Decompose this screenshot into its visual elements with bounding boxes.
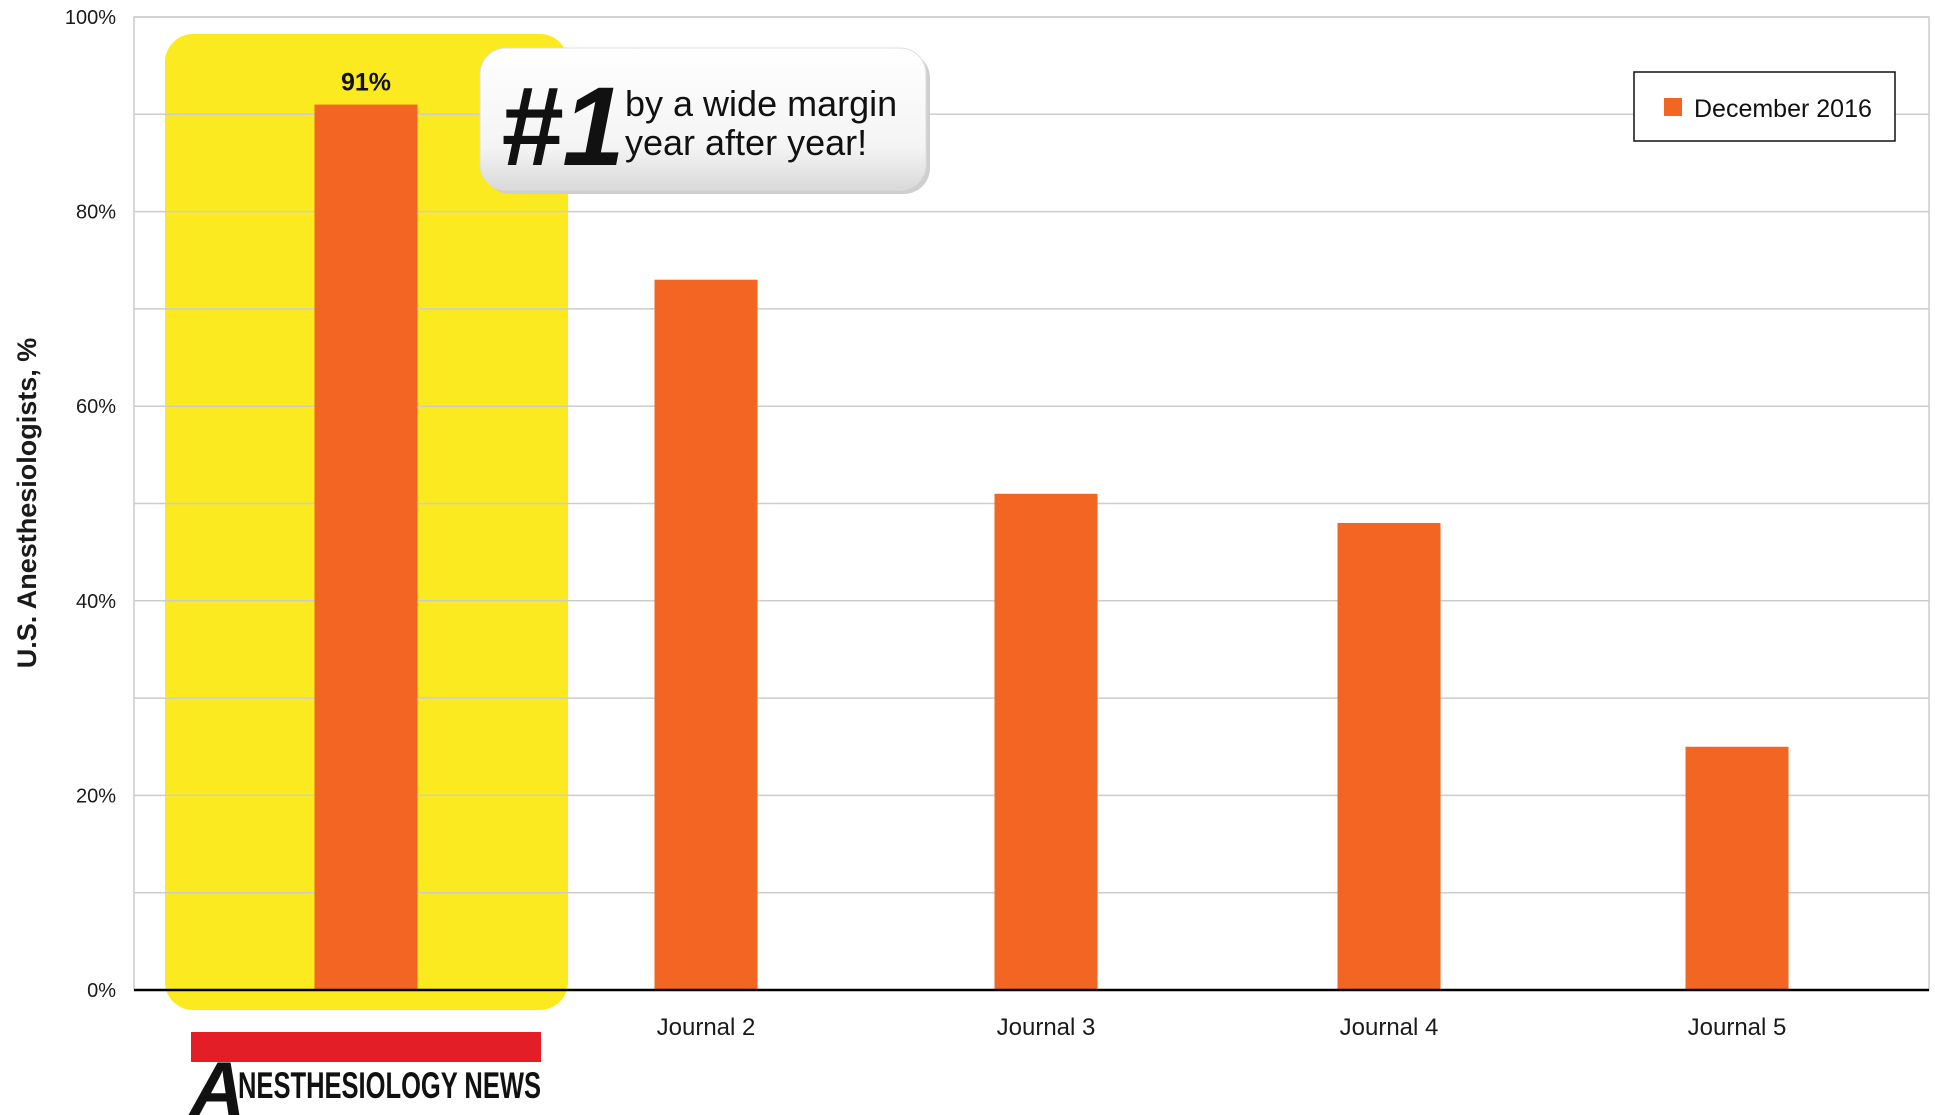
bar-journal-3	[994, 493, 1098, 990]
legend: December 2016	[1633, 71, 1896, 142]
anesthesiology-news-logo: A NESTHESIOLOGY NEWS	[188, 1032, 541, 1115]
logo-red-bar	[191, 1032, 541, 1062]
y-tick-label: 0%	[87, 980, 116, 1002]
bar-anesthesiology-news	[314, 104, 418, 990]
callout-bubble: #1 by a wide margin year after year!	[479, 47, 930, 194]
bar-journal-4	[1337, 522, 1441, 990]
legend-entry-december-2016: December 2016	[1694, 95, 1872, 123]
category-label: Journal 5	[1688, 1014, 1787, 1041]
bar-journal-5	[1685, 746, 1789, 990]
legend-swatch	[1664, 98, 1682, 116]
y-tick-label: 80%	[76, 202, 116, 224]
logo-wordmark: NESTHESIOLOGY NEWS	[238, 1065, 541, 1106]
y-tick-label: 60%	[76, 396, 116, 418]
data-labels: 91%	[341, 69, 391, 97]
y-tick-label: 40%	[76, 591, 116, 613]
callout-line-1: by a wide margin	[625, 83, 897, 124]
callout-line-2: year after year!	[625, 122, 867, 163]
callout-background	[479, 47, 927, 191]
y-axis-label: U.S. Anesthesiologists, %	[12, 338, 42, 669]
data-label: 91%	[341, 69, 391, 97]
category-label: Journal 2	[657, 1014, 756, 1041]
y-tick-label: 100%	[65, 7, 116, 29]
callout-number-one: #1	[500, 64, 625, 189]
logo-first-letter: A	[188, 1047, 245, 1115]
category-label: Journal 3	[997, 1014, 1096, 1041]
category-label: Journal 4	[1340, 1014, 1439, 1041]
y-tick-label: 20%	[76, 785, 116, 807]
bar-journal-2	[654, 279, 758, 991]
bars	[314, 104, 1789, 991]
y-axis-ticks: 0% 20% 40% 60% 80% 100%	[65, 7, 116, 1002]
category-labels: Journal 2 Journal 3 Journal 4 Journal 5	[657, 1014, 1787, 1041]
